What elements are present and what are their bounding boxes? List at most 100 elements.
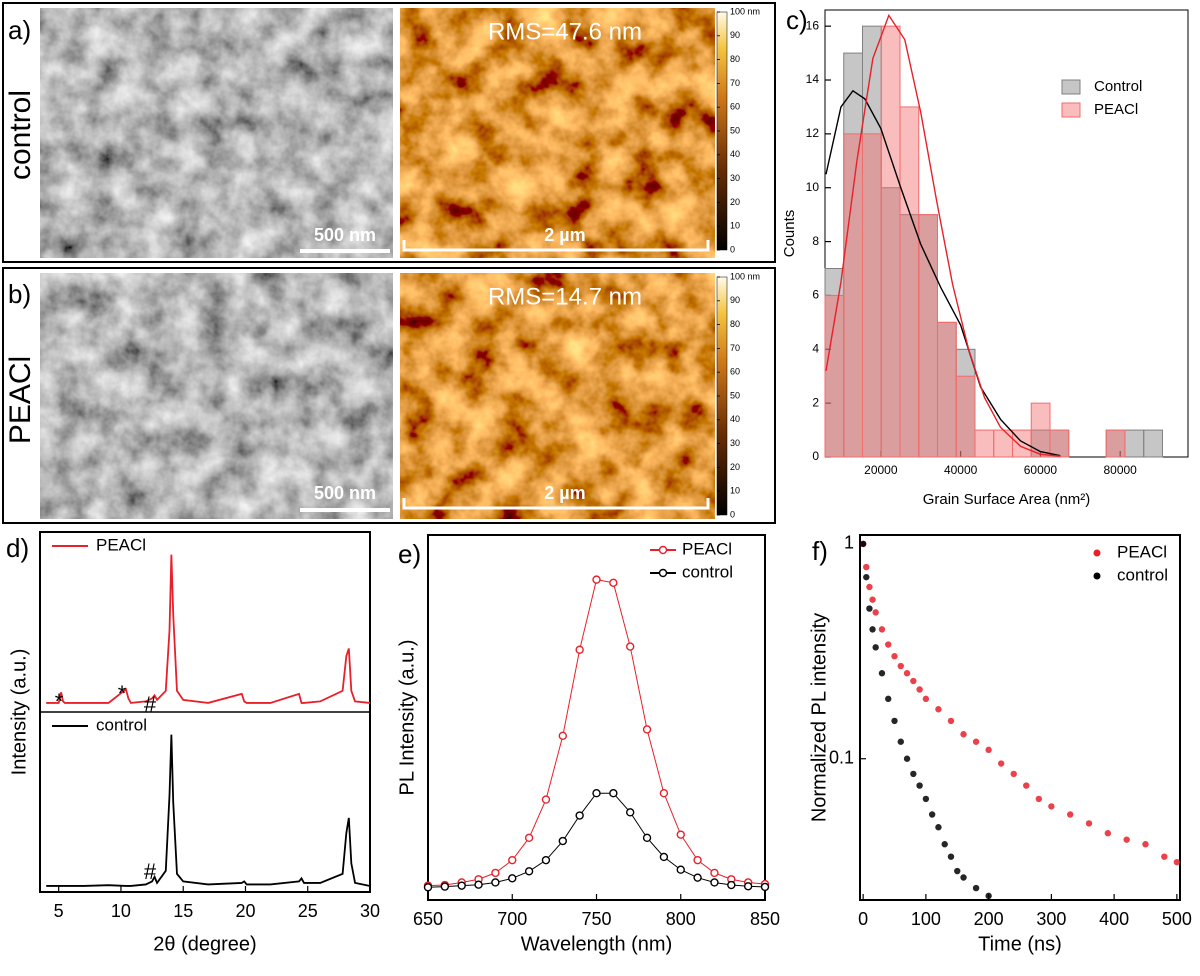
y-axis-label: Intensity (a.u.) (8, 649, 30, 776)
series-line (46, 554, 371, 704)
point (910, 677, 917, 685)
legend-swatch (1093, 572, 1101, 580)
x-tick-label: 100 (911, 909, 941, 929)
point (866, 605, 873, 612)
colorbar-tick-label: 90 (730, 30, 740, 40)
point (1173, 858, 1181, 866)
y-tick-label: 6 (812, 288, 819, 302)
point (972, 884, 980, 892)
x-tick-label: 850 (750, 909, 780, 929)
hist-bar (899, 106, 920, 458)
panel-label: a) (8, 15, 31, 45)
point (903, 755, 911, 762)
legend-label: PEACl (1117, 542, 1167, 561)
scale-bar-label: 2 µm (544, 483, 585, 503)
marker (710, 878, 719, 887)
rms-label: RMS=47.6 nm (488, 18, 642, 45)
colorbar-tick-label: 80 (730, 319, 740, 329)
marker (760, 882, 770, 892)
colorbar-tick-label: 80 (730, 54, 740, 64)
annotation: # (144, 859, 157, 884)
x-tick-label: 200 (974, 909, 1004, 929)
x-tick-label: 10 (111, 901, 131, 921)
afm-image (400, 273, 715, 519)
marker (727, 880, 736, 890)
point (972, 738, 980, 745)
marker (710, 868, 719, 878)
colorbar-tick-label: 20 (730, 197, 740, 207)
marker (659, 852, 669, 862)
marker (693, 873, 702, 882)
point (869, 626, 876, 633)
sample-label: control (4, 90, 37, 180)
point (859, 540, 867, 548)
point (891, 653, 898, 660)
colorbar-tick-label: 50 (730, 390, 740, 400)
panel-label: f) (812, 536, 828, 566)
y-tick-label: 2 (812, 395, 819, 409)
x-tick-label: 400 (1099, 909, 1129, 929)
scale-bar (402, 240, 710, 252)
hist-bar (1143, 429, 1163, 458)
afm-image (400, 8, 715, 258)
point (1142, 841, 1149, 848)
x-tick-label: 650 (413, 909, 443, 929)
colorbar-tick-label: 50 (730, 125, 740, 135)
marker (626, 642, 635, 651)
marker (626, 808, 635, 817)
point (947, 853, 955, 860)
point (928, 811, 936, 818)
y-axis-label: Counts (781, 210, 798, 258)
annotation: # (144, 692, 157, 717)
point (960, 731, 967, 738)
scale-bar (402, 498, 710, 510)
marker (575, 645, 584, 654)
hist-bar (880, 25, 901, 458)
colorbar-tick-label: 10 (730, 486, 740, 496)
x-tick-label: 60000 (1024, 463, 1058, 477)
point (872, 644, 879, 651)
hist-bar (1011, 429, 1032, 458)
point (947, 717, 955, 725)
point (916, 686, 923, 693)
point (863, 563, 870, 571)
x-tick-label: 80000 (1103, 463, 1137, 477)
annotation: * (55, 689, 64, 714)
annotation: * (118, 681, 127, 706)
marker (541, 855, 551, 865)
y-tick-label: 12 (806, 126, 820, 140)
panel-label: d) (6, 533, 29, 563)
marker (575, 811, 584, 820)
marker (491, 868, 500, 878)
point (916, 782, 923, 789)
x-tick-label: 20 (235, 901, 255, 921)
x-tick-label: 500 (1162, 909, 1192, 929)
panel-label: e) (398, 539, 421, 569)
point (997, 760, 1005, 767)
marker (508, 855, 517, 865)
point (866, 583, 873, 591)
point (872, 609, 879, 616)
marker (457, 881, 466, 890)
y-tick-label: 0 (812, 449, 819, 463)
legend-label: control (1117, 565, 1168, 584)
point (1048, 803, 1055, 810)
panel-frame (2, 267, 776, 524)
legend-label: control (682, 562, 733, 581)
marker (508, 874, 517, 883)
point (903, 670, 911, 677)
hist-bar (974, 429, 995, 458)
marker (592, 789, 601, 798)
colorbar-tick-label: 20 (730, 462, 740, 472)
marker (558, 731, 567, 741)
point (1123, 836, 1130, 843)
marker (659, 789, 669, 798)
x-tick-label: 700 (497, 909, 527, 929)
legend-swatch (658, 545, 668, 555)
x-tick-label: 5 (54, 901, 64, 921)
hist-bar (918, 214, 938, 458)
scale-bar-label: 500 nm (314, 225, 376, 245)
legend-swatch (658, 568, 668, 578)
point (869, 596, 876, 603)
hist-bar (1049, 429, 1070, 458)
